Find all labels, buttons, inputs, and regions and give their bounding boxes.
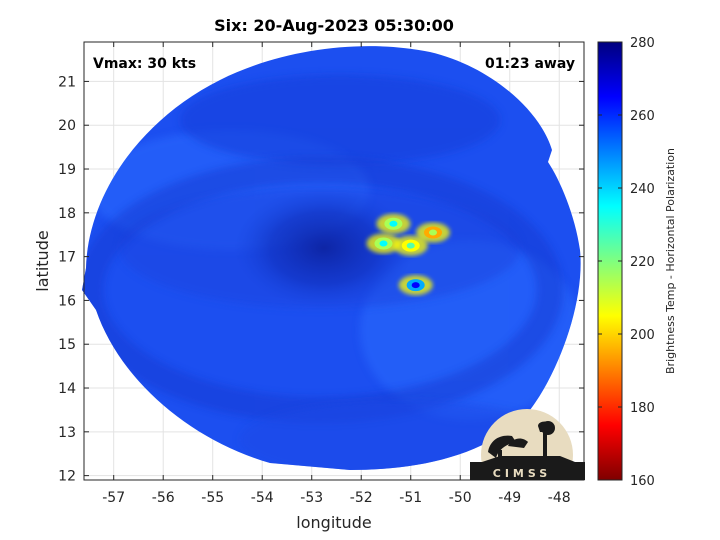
y-tick-label: 21 [58, 74, 76, 90]
convection-cores [366, 213, 451, 296]
y-tick-label: 12 [58, 469, 76, 485]
y-tick-label: 16 [58, 293, 76, 309]
x-tick-label: -52 [350, 490, 373, 506]
x-tick-label: -53 [300, 490, 323, 506]
plot-frame [83, 41, 585, 481]
colorbar-tick-label: 180 [630, 401, 655, 416]
convection-core [411, 282, 420, 289]
colorbar-label: Brightness Temp - Horizontal Polarizatio… [664, 148, 677, 374]
x-tick-label: -54 [251, 490, 274, 506]
x-tick-label: -57 [102, 490, 125, 506]
colorbar-tick-label: 240 [630, 182, 655, 197]
cimss-logo: CIMSS [470, 409, 585, 480]
y-tick-label: 15 [58, 337, 76, 353]
colorbar-tick-label: 260 [630, 109, 655, 124]
y-tick-label: 17 [58, 250, 76, 266]
vmax-annotation: Vmax: 30 kts [93, 56, 196, 72]
convection-core [406, 242, 415, 249]
y-tick-label: 14 [58, 381, 76, 397]
y-tick-label: 20 [58, 118, 76, 134]
logo-building [470, 462, 585, 480]
logo-text: CIMSS [493, 467, 551, 480]
y-axis-ticks: 12 13 14 15 16 17 18 19 20 21 [58, 74, 584, 485]
x-tick-label: -51 [399, 490, 422, 506]
y-axis-label: latitude [33, 230, 52, 291]
chart-title: Six: 20-Aug-2023 05:30:00 [214, 16, 454, 35]
convection-core [379, 240, 388, 247]
x-tick-label: -56 [152, 490, 175, 506]
y-tick-label: 19 [58, 162, 76, 178]
satellite-dish-icon [488, 435, 516, 458]
y-tick-label: 13 [58, 425, 76, 441]
colorbar-tick-label: 280 [630, 36, 655, 51]
x-axis-ticks: -57 -56 -55 -54 -53 -52 -51 -50 -49 -48 [102, 42, 571, 506]
colorbar-tick-label: 160 [630, 474, 655, 489]
x-axis-label: longitude [296, 513, 371, 532]
x-tick-label: -48 [548, 490, 571, 506]
colorbar-tick-label: 220 [630, 255, 655, 270]
x-tick-label: -49 [498, 490, 521, 506]
x-tick-label: -55 [201, 490, 224, 506]
y-tick-label: 18 [58, 206, 76, 222]
colorbar-tick-label: 200 [630, 328, 655, 343]
convection-core [389, 220, 398, 227]
satellite-dish-2-icon [508, 438, 528, 448]
convection-core [429, 229, 438, 236]
time-away-annotation: 01:23 away [485, 56, 575, 72]
x-tick-label: -50 [449, 490, 472, 506]
colorbar-ticks: 160 180 200 220 240 260 280 [598, 36, 655, 489]
